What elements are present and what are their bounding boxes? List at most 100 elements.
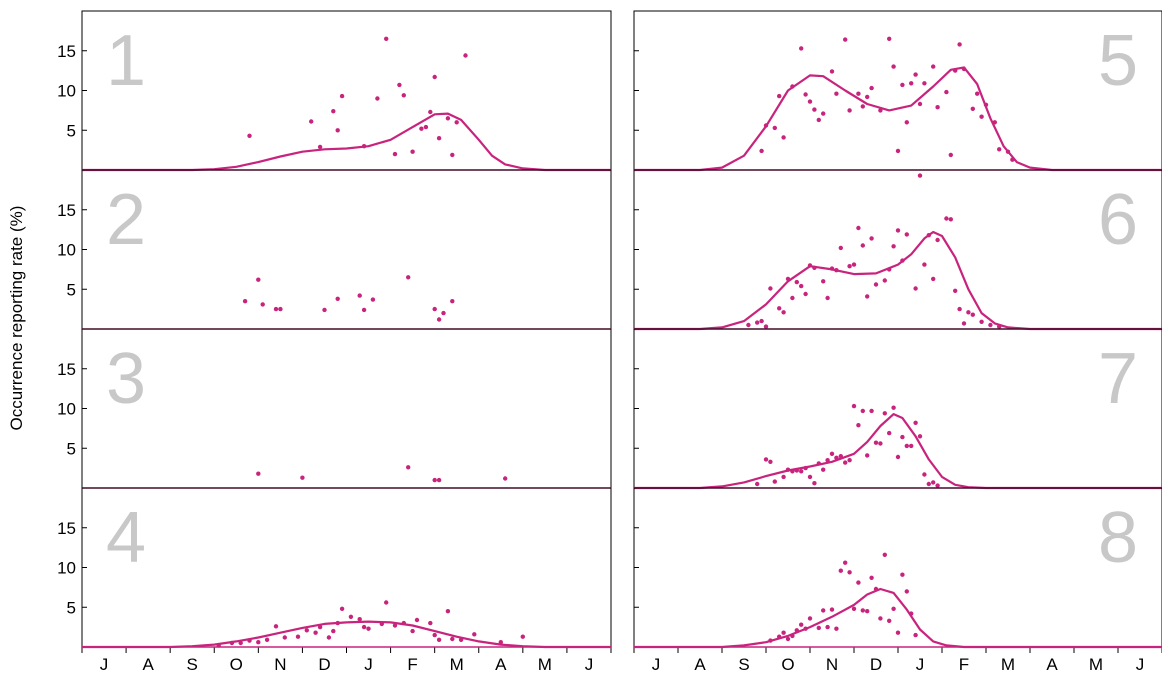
data-point: [838, 568, 843, 573]
x-tick-label: S: [738, 655, 749, 673]
data-point: [966, 310, 971, 315]
data-point: [295, 634, 301, 639]
data-point: [953, 288, 958, 293]
data-point: [970, 312, 975, 317]
data-point: [278, 306, 283, 312]
data-point: [847, 570, 852, 575]
data-point: [829, 266, 835, 271]
data-point: [768, 286, 773, 291]
x-tick-label: F: [959, 655, 969, 673]
x-tick-label: D: [318, 655, 330, 673]
data-point: [256, 640, 261, 645]
data-point: [913, 72, 918, 77]
data-point: [339, 606, 345, 611]
data-point: [926, 481, 931, 487]
data-point: [410, 149, 415, 154]
data-point: [803, 465, 808, 471]
data-point: [931, 480, 936, 485]
data-point: [755, 481, 760, 487]
data-point: [799, 622, 804, 627]
data-point: [450, 152, 455, 158]
data-point: [772, 479, 777, 484]
data-point: [878, 441, 883, 446]
panel-number-label: 1: [106, 21, 146, 101]
data-point: [216, 643, 221, 648]
data-point: [860, 608, 865, 613]
data-point: [759, 148, 764, 154]
data-point: [326, 635, 332, 640]
data-point: [882, 278, 887, 283]
data-point: [865, 609, 870, 614]
x-tick-label: M: [538, 655, 552, 673]
panel-frame: [633, 169, 1162, 330]
data-point: [436, 136, 442, 141]
data-point: [860, 104, 865, 109]
data-point: [331, 628, 336, 634]
data-point: [825, 624, 830, 630]
data-point: [834, 455, 839, 460]
data-point: [873, 440, 879, 445]
data-point: [882, 552, 887, 557]
data-point: [843, 37, 848, 42]
y-tick-label: 15: [57, 42, 76, 61]
data-point: [869, 236, 874, 241]
data-point: [463, 53, 468, 58]
fitted-curve: [634, 413, 1162, 490]
data-point: [865, 94, 870, 100]
data-point: [829, 69, 835, 74]
data-point: [869, 575, 874, 580]
x-tick-label: J: [100, 655, 109, 673]
data-point: [851, 403, 857, 409]
data-point: [256, 471, 261, 476]
x-tick-label: A: [1046, 655, 1058, 673]
fitted-curve: [82, 112, 611, 172]
data-point: [957, 42, 962, 47]
data-point: [856, 225, 861, 231]
data-point: [238, 640, 243, 646]
data-point: [264, 637, 270, 642]
data-point: [746, 322, 751, 328]
data-point: [891, 405, 896, 410]
data-point: [432, 477, 437, 483]
data-point: [375, 96, 380, 101]
data-point: [458, 637, 464, 642]
data-point: [790, 295, 795, 301]
data-point: [904, 120, 909, 125]
data-point: [935, 483, 940, 488]
data-point: [816, 625, 821, 631]
data-point: [887, 618, 892, 623]
data-point: [904, 589, 909, 594]
data-point: [975, 91, 980, 96]
data-point: [436, 477, 442, 483]
data-point: [445, 116, 451, 121]
data-point: [821, 279, 826, 284]
y-tick-label: 10: [57, 559, 76, 578]
data-point: [401, 620, 406, 626]
x-tick-label: M: [450, 655, 464, 673]
data-point: [423, 124, 429, 130]
x-tick-label: J: [652, 655, 661, 673]
x-tick-label: M: [1089, 655, 1103, 673]
x-tick-label: J: [585, 655, 594, 673]
panel-number-label: 3: [106, 339, 146, 419]
data-point: [948, 217, 953, 222]
data-point: [878, 616, 883, 621]
y-tick-label: 5: [67, 598, 76, 617]
data-point: [851, 606, 857, 611]
data-point: [904, 232, 909, 237]
data-point: [922, 472, 927, 477]
panel-frame: [633, 328, 1162, 489]
data-point: [432, 632, 437, 638]
data-point: [843, 460, 848, 465]
fitted-curve: [634, 230, 1162, 331]
data-point: [781, 630, 786, 635]
data-point: [953, 68, 958, 73]
data-point: [229, 640, 235, 646]
data-point: [983, 102, 989, 108]
data-point: [777, 634, 782, 639]
data-point: [900, 258, 905, 263]
data-point: [794, 628, 799, 633]
data-point: [851, 262, 857, 267]
x-tick-label: J: [364, 655, 373, 673]
